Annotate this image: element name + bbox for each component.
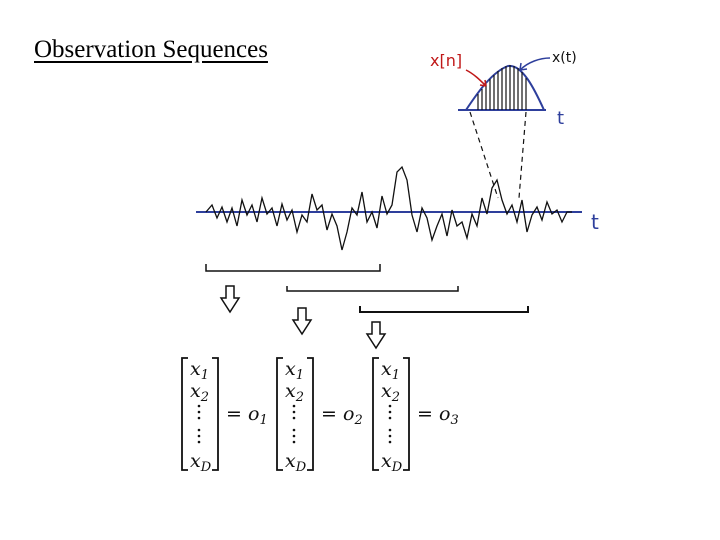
sample-lines — [477, 65, 527, 110]
vector-2-symbol: o2 — [343, 403, 363, 428]
vector-2-left-bracket — [276, 357, 283, 471]
vector-3-entry-2: x2 — [381, 380, 400, 405]
continuous-label-arrow — [519, 57, 551, 71]
main-time-label: t — [591, 210, 599, 234]
vector-1-dots-icon — [197, 404, 201, 444]
zoom-guide-left — [469, 111, 499, 199]
vector-1-entry-last: xD — [190, 450, 212, 475]
vector-3-right-bracket — [403, 357, 410, 471]
observation-vector-3: x1 x2 xD = o3 — [372, 357, 459, 475]
continuous-curve — [465, 64, 545, 111]
vector-1-equals: = — [226, 403, 242, 425]
vector-2-entry-1: x1 — [285, 358, 304, 383]
vector-1-left-bracket — [181, 357, 188, 471]
vector-1-entry-1: x1 — [190, 358, 209, 383]
discrete-label-arrow — [465, 69, 487, 87]
frame-bracket-1 — [205, 264, 381, 272]
waveform-trace — [205, 165, 572, 251]
observation-vector-1: x1 x2 xD = o1 — [181, 357, 268, 475]
vector-2-equals: = — [321, 403, 337, 425]
vector-1-entry-2: x2 — [190, 380, 209, 405]
vector-1-right-bracket — [212, 357, 219, 471]
vector-3-equals: = — [417, 403, 433, 425]
discrete-arrow-head-icon — [479, 79, 487, 87]
vector-3-dots-icon — [388, 404, 392, 444]
down-arrow-2-icon — [291, 307, 313, 336]
slide-title: Observation Sequences — [34, 36, 268, 63]
continuous-signal-label: x(t) — [552, 50, 577, 66]
frame-bracket-3 — [359, 306, 529, 313]
vector-3-left-bracket — [372, 357, 379, 471]
vector-2-entry-last: xD — [285, 450, 307, 475]
zoom-guide-right — [518, 111, 527, 199]
vector-2-dots-icon — [292, 404, 296, 444]
frame-bracket-2 — [286, 286, 459, 292]
observation-vector-2: x1 x2 xD = o2 — [276, 357, 363, 475]
top-time-label: t — [557, 108, 564, 129]
vector-3-symbol: o3 — [439, 403, 459, 428]
vector-1-symbol: o1 — [248, 403, 268, 428]
vector-2-entry-2: x2 — [285, 380, 304, 405]
down-arrow-1-icon — [219, 285, 241, 314]
discrete-signal-label: x[n] — [430, 51, 462, 70]
sample-sketch: x[n] x(t) t — [430, 50, 577, 129]
vector-3-entry-last: xD — [381, 450, 403, 475]
speech-waveform: t — [196, 165, 599, 251]
continuous-arrow-head-icon — [519, 62, 528, 71]
down-arrow-3-icon — [365, 321, 387, 350]
vector-3-entry-1: x1 — [381, 358, 400, 383]
vector-2-right-bracket — [307, 357, 314, 471]
